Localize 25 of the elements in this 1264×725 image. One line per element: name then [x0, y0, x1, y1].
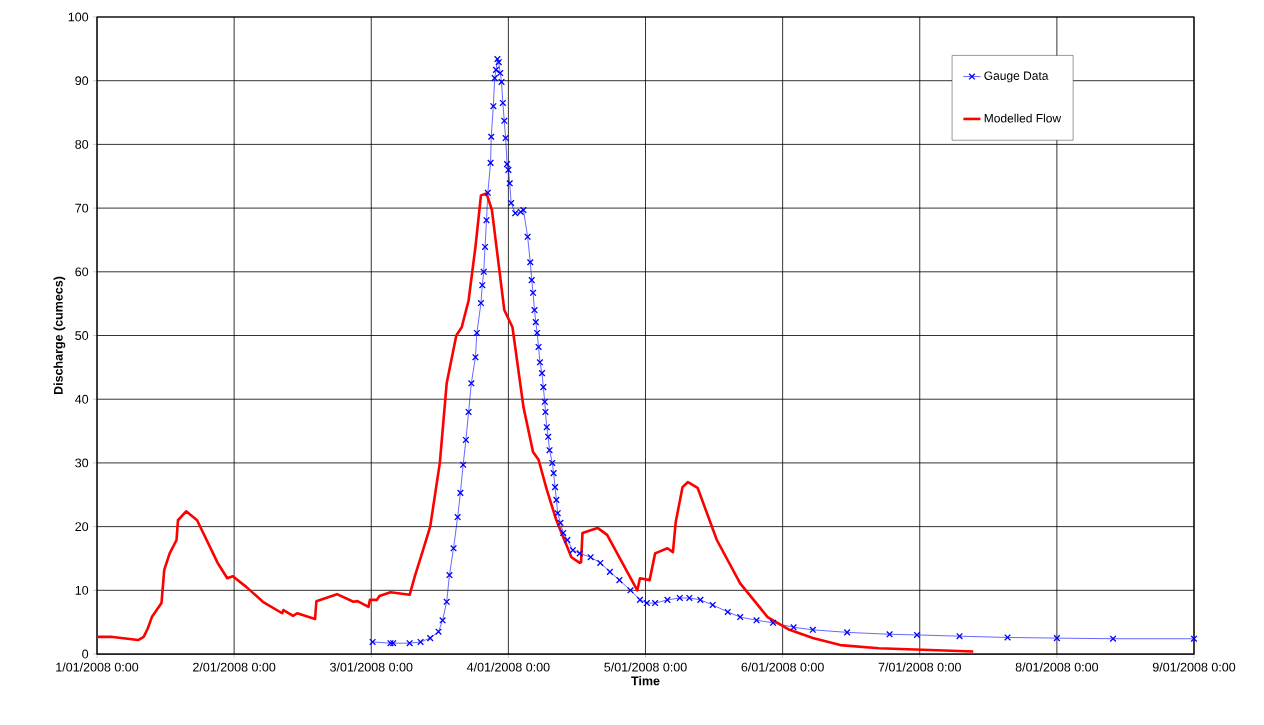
x-tick-label: 9/01/2008 0:00	[1152, 662, 1236, 672]
x-tick-label: 4/01/2008 0:00	[466, 662, 550, 672]
x-tick-label: 6/01/2008 0:00	[741, 662, 824, 672]
y-tick-label: 60	[75, 267, 89, 277]
y-tick-label: 0	[82, 649, 89, 659]
y-tick-label: 100	[68, 12, 89, 22]
x-tick-label: 7/01/2008 0:00	[878, 662, 961, 672]
x-tick-label: 8/01/2008 0:00	[1015, 662, 1099, 672]
x-tick-label: 1/01/2008 0:00	[56, 662, 139, 672]
x-tick-label: 5/01/2008 0:00	[604, 662, 687, 672]
x-tick-label: 2/01/2008 0:00	[193, 662, 276, 672]
line-series	[97, 192, 975, 653]
y-tick-label: 30	[75, 458, 89, 468]
y-tick-label: 50	[75, 331, 89, 340]
y-tick-label: 40	[75, 394, 89, 404]
y-tick-label: 90	[75, 76, 89, 86]
y-tick-label: 10	[75, 585, 89, 595]
y-tick-label: 20	[75, 522, 89, 532]
y-tick-label: 70	[75, 203, 89, 213]
y-tick-label: 80	[75, 139, 89, 149]
y-axis-title: Discharge (cumecs)	[53, 276, 66, 395]
x-tick-label: 3/01/2008 0:00	[330, 662, 413, 672]
legend-label: Gauge Data	[984, 71, 1049, 83]
x-axis-title: Time	[631, 676, 660, 686]
legend-label: Modelled Flow	[984, 113, 1062, 123]
